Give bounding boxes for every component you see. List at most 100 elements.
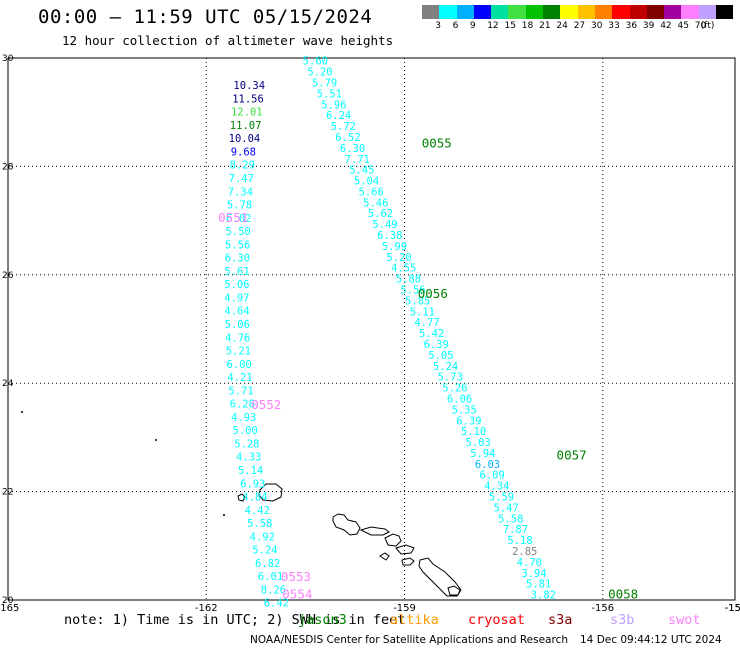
island-outline <box>447 585 461 596</box>
satellite-legend-item: cryosat <box>468 612 525 628</box>
lon-tick-label: -156 <box>591 603 614 614</box>
satellite-legend-item: jason3 <box>298 612 347 628</box>
legend-label: 42 <box>660 21 672 31</box>
wave-height-label: 5.06 <box>224 279 249 291</box>
wave-height-label: 5.88 <box>396 274 421 286</box>
wave-height-label: 10.34 <box>233 80 265 92</box>
legend-swatch <box>594 5 613 19</box>
wave-height-label: 5.94 <box>470 448 495 460</box>
island-dot <box>155 439 157 441</box>
wave-height-label: 5.21 <box>226 346 251 358</box>
credit-text: NOAA/NESDIS Center for Satellite Applica… <box>250 634 568 646</box>
wave-height-label: 11.07 <box>230 120 262 132</box>
legend-label: 12 <box>487 21 499 31</box>
wave-height-label: 6.28 <box>230 399 255 411</box>
island-outline <box>395 544 415 555</box>
legend-swatch <box>456 5 474 19</box>
wave-height-label: 6.01 <box>258 571 283 583</box>
legend-swatch <box>508 5 526 19</box>
island-outline <box>359 526 390 536</box>
map-frame <box>7 57 736 601</box>
lat-tick-label: 22 <box>2 488 13 498</box>
legend-swatch <box>716 5 734 19</box>
wave-height-label: 5.03 <box>466 437 491 449</box>
wave-height-label: 6.00 <box>226 359 251 371</box>
color-legend-bar <box>422 5 734 19</box>
wave-height-label: 3.94 <box>521 568 546 580</box>
wave-height-label: 6.38 <box>377 230 402 242</box>
wave-height-label: 6.52 <box>335 132 360 144</box>
legend-label: 70 <box>694 21 707 31</box>
legend-swatch <box>473 5 492 19</box>
legend-swatch <box>560 5 578 19</box>
track-time-label: 0056 <box>418 286 448 301</box>
wave-height-label: 6.24 <box>326 110 351 122</box>
lat-tick-label: 28 <box>2 162 14 172</box>
wave-height-label: 8.26 <box>261 584 286 596</box>
wave-height-label: 5.06 <box>225 319 250 331</box>
satellite-legend-item: s3a <box>548 612 573 628</box>
satellite-legend-item: altika <box>390 612 439 628</box>
legend-label: 18 <box>521 21 534 31</box>
wave-height-label: 5.04 <box>354 176 379 188</box>
legend-label: 21 <box>539 21 551 31</box>
wave-height-label: 7.71 <box>345 154 370 166</box>
wave-height-label: 4.84 <box>242 492 267 504</box>
track-time-label: 0058 <box>608 587 638 602</box>
wave-height-label: 6.30 <box>225 253 250 265</box>
wave-height-label: 4.93 <box>231 412 256 424</box>
legend-swatch <box>525 5 544 19</box>
wave-height-label: 4.92 <box>250 531 275 543</box>
island-outline <box>384 533 402 547</box>
wave-height-label: 5.18 <box>507 535 532 547</box>
wave-height-label: 6.03 <box>475 459 500 471</box>
wave-height-label: 6.39 <box>424 339 449 351</box>
wave-height-label: 7.47 <box>229 173 254 185</box>
lon-tick-label: -165 <box>0 603 19 614</box>
wave-height-label: 5.66 <box>359 186 384 198</box>
legend-label: 36 <box>625 21 638 31</box>
island-outline <box>401 557 415 566</box>
legend-swatch <box>491 5 509 19</box>
map-title: 00:00 — 11:59 UTC 05/15/2024 <box>38 6 373 28</box>
lon-tick-label: -159 <box>393 603 416 614</box>
wave-height-label: 5.05 <box>428 350 453 362</box>
wave-height-label: 6.42 <box>264 598 289 610</box>
legend-label: 15 <box>504 21 516 31</box>
lon-tick-label: -150 <box>725 603 740 614</box>
wave-height-label: 5.56 <box>400 285 425 297</box>
legend-unit: (ft) <box>700 21 715 31</box>
track-time-label: 0553 <box>281 569 311 584</box>
wave-height-label: 4.33 <box>236 452 261 464</box>
island-dot <box>223 514 225 516</box>
legend-swatch <box>698 5 717 19</box>
wave-height-label: 12.01 <box>231 107 263 119</box>
wave-height-label: 5.24 <box>252 545 277 557</box>
satellite-legend-item: s3b <box>610 612 635 628</box>
timestamp-text: 14 Dec 09:44:12 UTC 2024 <box>580 634 722 646</box>
map-subtitle: 12 hour collection of altimeter wave hei… <box>62 33 394 48</box>
wave-height-label: 5.47 <box>493 502 518 514</box>
wave-height-label: 5.50 <box>226 226 251 238</box>
legend-swatch <box>422 5 440 19</box>
wave-height-label: 6.06 <box>447 393 472 405</box>
wave-height-label: 7.34 <box>228 186 253 198</box>
wave-height-label: 8.29 <box>230 160 255 172</box>
legend-swatch <box>681 5 699 19</box>
wave-height-label: 5.56 <box>225 239 250 251</box>
wave-height-label: 5.10 <box>461 426 486 438</box>
legend-label: 45 <box>677 21 689 31</box>
legend-swatch <box>439 5 457 19</box>
track-time-label: 0057 <box>557 447 587 462</box>
island-outline <box>332 513 361 536</box>
footer-note: note: 1) Time is in UTC; 2) SWH is in fe… <box>64 612 406 628</box>
lon-tick-label: -153 <box>725 603 740 614</box>
island-outline <box>418 557 462 597</box>
wave-height-label: 5.24 <box>433 361 458 373</box>
lat-tick-label: 26 <box>2 271 14 281</box>
track-time-label: 0552 <box>251 397 281 412</box>
wave-height-label: 6.02 <box>226 213 251 225</box>
wave-height-label: 5.58 <box>247 518 272 530</box>
track-time-label: 0055 <box>422 136 452 151</box>
